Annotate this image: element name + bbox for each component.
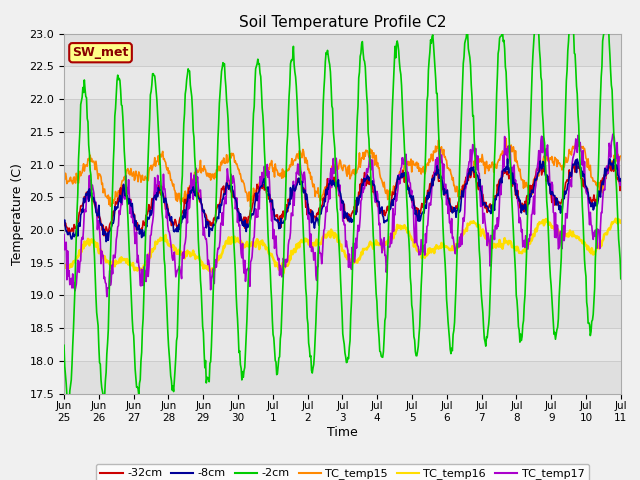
TC_temp15: [125, 168, 133, 174]
-32cm: [432, 168, 440, 173]
Line: TC_temp17: TC_temp17: [64, 134, 621, 297]
TC_temp17: [256, 174, 264, 180]
TC_temp16: [255, 246, 263, 252]
-8cm: [277, 216, 285, 221]
Bar: [64, 361, 621, 394]
TC_temp16: [432, 246, 440, 252]
-32cm: [609, 159, 617, 165]
TC_temp16: [617, 220, 625, 226]
-2cm: [60, 342, 68, 348]
-8cm: [102, 239, 110, 244]
Title: Soil Temperature Profile C2: Soil Temperature Profile C2: [239, 15, 446, 30]
TC_temp15: [247, 204, 255, 210]
-32cm: [100, 233, 108, 239]
TC_temp15: [228, 150, 236, 156]
-32cm: [60, 219, 68, 225]
-8cm: [432, 170, 440, 176]
-8cm: [606, 156, 614, 162]
-32cm: [617, 181, 625, 187]
Bar: [64, 34, 621, 66]
-32cm: [277, 224, 285, 230]
TC_temp15: [617, 153, 625, 159]
TC_temp16: [280, 271, 287, 276]
-2cm: [228, 206, 236, 212]
Line: -2cm: -2cm: [64, 7, 621, 406]
TC_temp15: [401, 161, 408, 167]
TC_temp16: [401, 222, 408, 228]
TC_temp16: [612, 216, 620, 222]
TC_temp15: [60, 175, 68, 181]
TC_temp15: [256, 179, 264, 184]
-32cm: [228, 187, 236, 192]
-8cm: [60, 218, 68, 224]
-32cm: [401, 180, 408, 185]
Line: TC_temp15: TC_temp15: [64, 139, 621, 207]
-2cm: [256, 70, 264, 76]
TC_temp17: [60, 232, 68, 238]
Bar: [64, 230, 621, 263]
TC_temp16: [60, 264, 68, 270]
TC_temp17: [432, 157, 440, 163]
Line: TC_temp16: TC_temp16: [64, 219, 621, 274]
-8cm: [228, 188, 236, 193]
Legend: -32cm, -8cm, -2cm, TC_temp15, TC_temp16, TC_temp17: -32cm, -8cm, -2cm, TC_temp15, TC_temp16,…: [96, 464, 589, 480]
TC_temp17: [609, 131, 617, 137]
TC_temp17: [277, 266, 285, 272]
-2cm: [126, 265, 134, 271]
TC_temp15: [432, 143, 440, 149]
TC_temp16: [228, 234, 236, 240]
-8cm: [617, 176, 625, 181]
TC_temp15: [277, 170, 285, 176]
-2cm: [277, 330, 285, 336]
X-axis label: Time: Time: [327, 426, 358, 439]
-2cm: [617, 276, 625, 282]
TC_temp17: [401, 155, 408, 160]
-32cm: [126, 198, 134, 204]
Bar: [64, 295, 621, 328]
Line: -8cm: -8cm: [64, 159, 621, 241]
TC_temp15: [502, 136, 510, 142]
Y-axis label: Temperature (C): Temperature (C): [11, 163, 24, 264]
-2cm: [602, 4, 610, 10]
-8cm: [256, 184, 264, 190]
Line: -32cm: -32cm: [64, 162, 621, 236]
TC_temp17: [103, 294, 111, 300]
Bar: [64, 165, 621, 197]
Bar: [64, 99, 621, 132]
TC_temp17: [228, 180, 236, 186]
TC_temp16: [276, 265, 284, 271]
-2cm: [432, 76, 440, 82]
-2cm: [401, 146, 408, 152]
-32cm: [256, 180, 264, 186]
Text: SW_met: SW_met: [72, 46, 129, 59]
TC_temp16: [125, 259, 133, 265]
-8cm: [401, 170, 408, 176]
-8cm: [126, 199, 134, 205]
-2cm: [65, 403, 73, 408]
TC_temp17: [617, 178, 625, 183]
TC_temp17: [126, 211, 134, 216]
